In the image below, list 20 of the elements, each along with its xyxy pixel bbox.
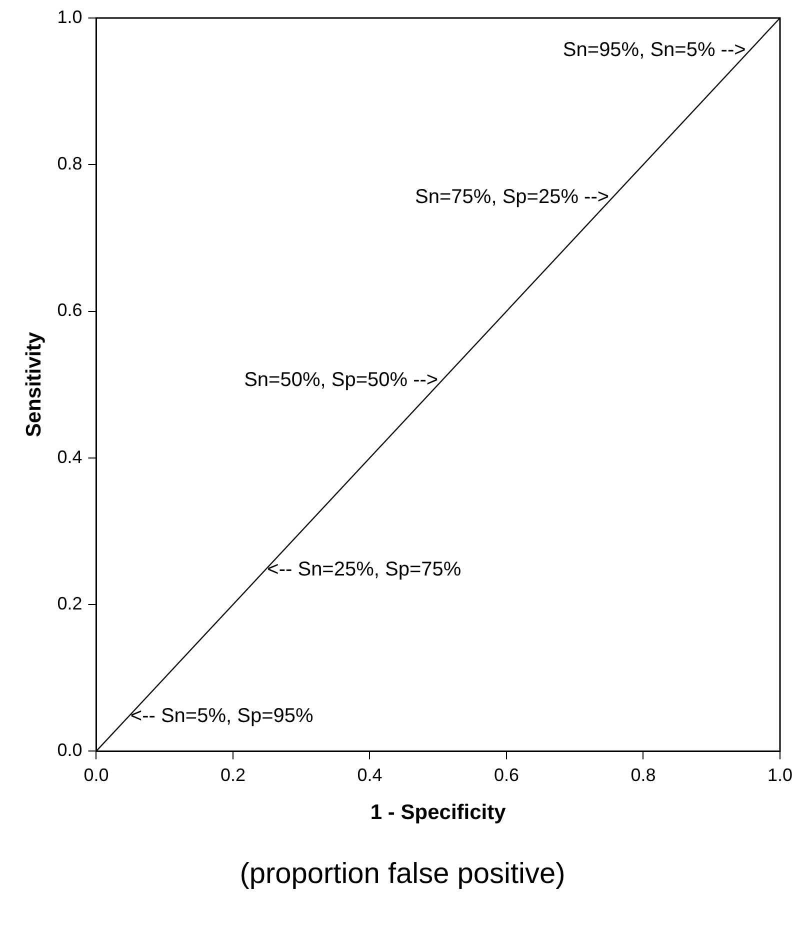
annotation: Sn=75%, Sp=25% --> [415, 186, 610, 208]
y-tick-label: 0.6 [57, 300, 82, 320]
annotation: Sn=95%, Sn=5% --> [562, 39, 746, 62]
x-tick-label: 0.8 [630, 764, 656, 785]
y-tick-label: 0.8 [57, 154, 82, 174]
x-axis-title: 1 - Specificity [370, 801, 506, 824]
annotation: Sn=50%, Sp=50% --> [244, 369, 438, 392]
y-tick-label: 0.2 [57, 594, 82, 614]
y-axis-title: Sensitivity [22, 332, 46, 438]
x-tick-label: 1.0 [767, 764, 793, 785]
y-tick-label: 0.0 [57, 740, 82, 760]
y-tick-label: 0.4 [57, 446, 82, 467]
annotation: <-- Sn=5%, Sp=95% [130, 705, 314, 728]
x-tick-label: 0.0 [84, 764, 109, 785]
annotation: <-- Sn=25%, Sp=75% [267, 558, 462, 580]
x-tick-label: 0.6 [494, 764, 520, 785]
x-tick-label: 0.2 [220, 764, 246, 785]
x-tick-label: 0.4 [357, 764, 382, 785]
y-tick-label: 1.0 [57, 6, 82, 27]
text: (proportion false positive) [238, 858, 566, 891]
